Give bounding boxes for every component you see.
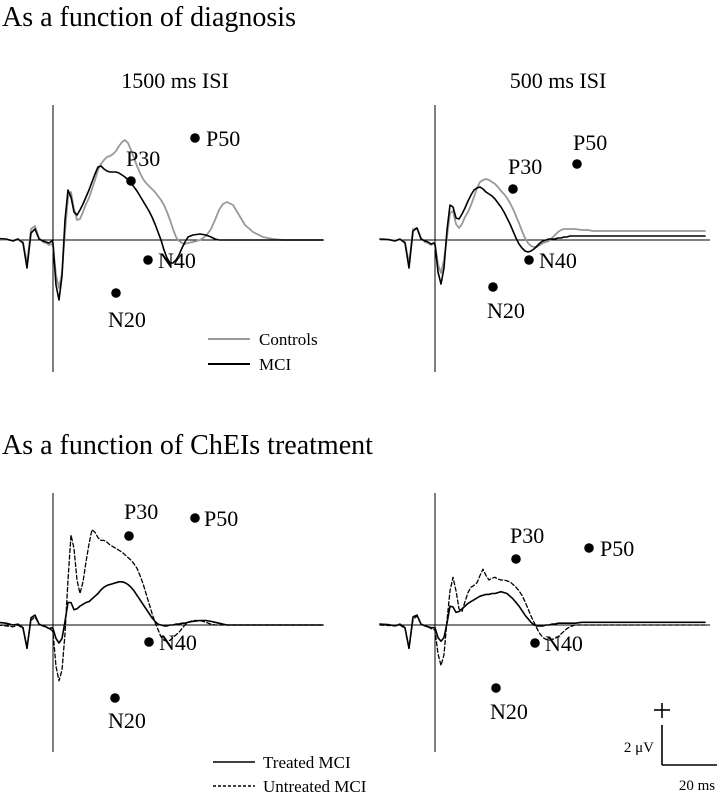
peak-marker-n40 [144, 637, 154, 647]
peak-marker-p50 [190, 133, 200, 143]
peak-label-p50: P50 [600, 536, 634, 561]
peak-label-n20: N20 [108, 708, 146, 733]
peak-marker-n20 [110, 693, 120, 703]
peak-marker-p30 [126, 176, 136, 186]
peak-marker-n40 [143, 255, 153, 265]
peak-marker-n20 [488, 282, 498, 292]
legend-label-mci: MCI [259, 355, 291, 374]
peak-marker-p50 [190, 513, 200, 523]
peak-label-n40: N40 [539, 248, 577, 273]
series-line-mci [379, 186, 706, 285]
peak-marker-n20 [111, 288, 121, 298]
legend-label-untreated: Untreated MCI [263, 777, 367, 794]
legend-label-treated: Treated MCI [263, 753, 351, 772]
series-line-untreated-mci [0, 528, 324, 682]
peak-marker-p50 [584, 543, 594, 553]
peak-marker-p30 [124, 531, 134, 541]
panel-title-500: 500 ms ISI [510, 68, 607, 93]
peak-label-p30: P30 [124, 499, 158, 524]
peak-marker-n40 [530, 638, 540, 648]
section-title-treatment: As a function of ChEIs treatment [2, 430, 373, 461]
legend-label-controls: Controls [259, 330, 318, 349]
peak-marker-n20 [491, 683, 501, 693]
series-line-mci [0, 165, 324, 301]
scale-bar: 2 μV 20 ms [624, 703, 717, 794]
series-line-untreated-mci [379, 568, 706, 667]
peak-label-n20: N20 [487, 298, 525, 323]
peak-marker-p30 [511, 554, 521, 564]
peak-label-n40: N40 [545, 631, 583, 656]
scale-bar-amplitude-label: 2 μV [624, 740, 654, 756]
section-title-diagnosis: As a function of diagnosis [2, 2, 296, 33]
peak-marker-p30 [508, 184, 518, 194]
panel-title-1500: 1500 ms ISI [121, 68, 229, 93]
peak-label-p30: P30 [126, 146, 160, 171]
erp-panel-3: P30 P50 N40 N20 [379, 493, 710, 752]
series-line-treated-mci [379, 590, 706, 650]
peak-marker-p50 [572, 159, 582, 169]
erp-panel-1: P30 P50 N40 N20 [379, 105, 710, 372]
peak-marker-n40 [524, 255, 534, 265]
peak-label-p50: P50 [573, 130, 607, 155]
peak-label-p50: P50 [206, 126, 240, 151]
erp-panel-0: P30 P50 N40 N20 [0, 105, 324, 372]
legend-treatment: Treated MCI Untreated MCI [213, 753, 367, 794]
peak-label-n40: N40 [158, 248, 196, 273]
peak-label-n20: N20 [108, 307, 146, 332]
scale-bar-time-label: 20 ms [679, 778, 715, 794]
peak-label-n20: N20 [490, 699, 528, 724]
peak-label-p30: P30 [510, 523, 544, 548]
series-line-treated-mci [0, 581, 324, 650]
peak-label-p30: P30 [508, 154, 542, 179]
erp-panel-2: P30 P50 N40 N20 [0, 493, 324, 752]
peak-label-p50: P50 [204, 506, 238, 531]
legend-diagnosis: Controls MCI [208, 330, 318, 374]
peak-label-n40: N40 [159, 630, 197, 655]
